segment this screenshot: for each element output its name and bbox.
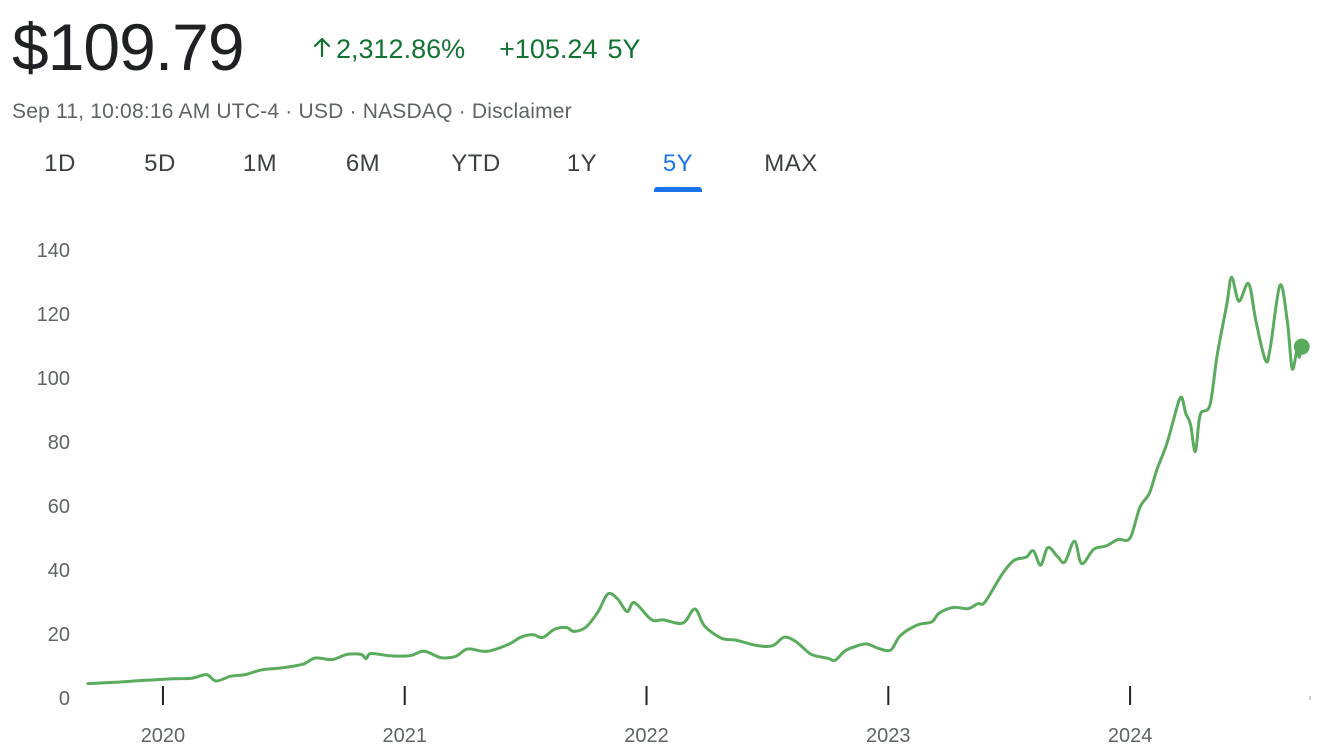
x-tick-label: 2022 — [624, 725, 669, 747]
y-tick-label: 60 — [48, 496, 70, 518]
active-tab-indicator — [654, 187, 702, 192]
range-tabs: 1D 5D 1M 6M YTD 1Y 5Y MAX — [0, 150, 900, 194]
arrow-up-icon — [312, 34, 332, 65]
quote-meta: Sep 11, 10:08:16 AM UTC-4 · USD · NASDAQ… — [12, 100, 572, 123]
tab-max[interactable]: MAX — [764, 150, 818, 177]
tab-6m[interactable]: 6M — [345, 150, 381, 177]
tab-1d[interactable]: 1D — [44, 150, 76, 177]
y-tick-label: 40 — [48, 560, 70, 582]
change-absolute: +105.24 — [499, 34, 598, 64]
y-tick-label: 20 — [48, 624, 70, 646]
y-tick-label: 100 — [37, 368, 70, 390]
y-tick-label: 120 — [37, 304, 70, 326]
current-price-dot — [1293, 338, 1310, 355]
x-tick-label: 2023 — [866, 725, 911, 747]
x-tick-label: 2020 — [141, 725, 186, 747]
tab-1m[interactable]: 1M — [242, 150, 278, 177]
y-tick-label: 140 — [37, 240, 70, 262]
stock-price: $109.79 — [12, 10, 245, 84]
change-range: 5Y — [607, 34, 641, 64]
price-series-line — [86, 275, 1304, 686]
y-tick-label: 0 — [59, 688, 70, 710]
price-change: 2,312.86% +105.24 5Y — [312, 34, 641, 65]
tab-1y[interactable]: 1Y — [566, 150, 598, 177]
tab-ytd[interactable]: YTD — [451, 150, 501, 177]
tab-5y[interactable]: 5Y — [662, 150, 694, 177]
x-tick-label: 2021 — [382, 725, 427, 747]
tab-5d[interactable]: 5D — [144, 150, 176, 177]
y-tick-label: 80 — [48, 432, 70, 454]
x-tick-label: 2024 — [1108, 725, 1153, 747]
change-percent: 2,312.86% — [336, 34, 466, 64]
